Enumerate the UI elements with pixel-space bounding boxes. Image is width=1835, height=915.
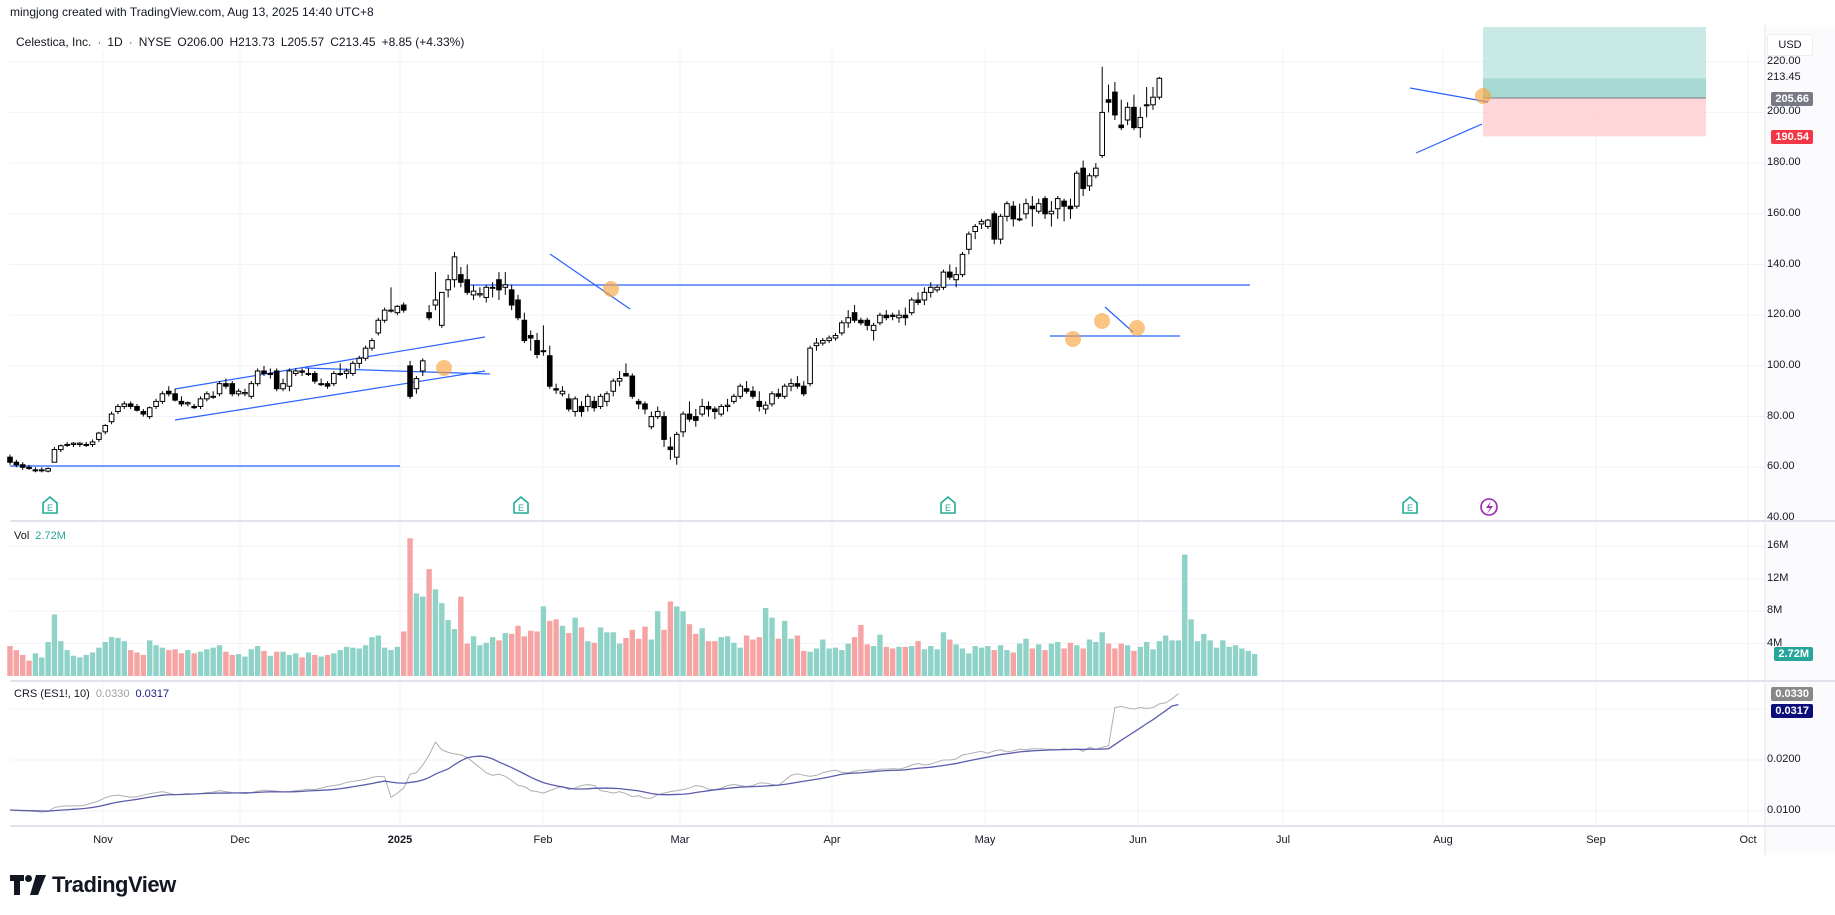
crs-tick: 0.0100	[1767, 804, 1801, 816]
time-tick: Feb	[533, 834, 553, 846]
volume-tick: 4M	[1767, 636, 1783, 649]
volume-badge: 2.72M	[1774, 647, 1813, 661]
chart-credit: mingjong created with TradingView.com, A…	[10, 5, 374, 19]
brand-name: TradingView	[52, 872, 176, 897]
tradingview-logo-icon	[10, 875, 46, 895]
exchange: NYSE	[138, 35, 172, 49]
trendline-drawings[interactable]	[10, 87, 1489, 467]
svg-text:E: E	[1407, 503, 1413, 513]
long-position-tool[interactable]	[1483, 27, 1706, 137]
crs-label: CRS (ES1!, 10)	[14, 688, 90, 700]
volume-legend[interactable]: Vol 2.72M	[14, 530, 66, 542]
time-tick: Aug	[1433, 834, 1453, 846]
price-tick: 220.00	[1767, 54, 1801, 67]
volume-tick: 16M	[1767, 539, 1789, 552]
open-value: O206.00	[177, 35, 224, 49]
crs-legend[interactable]: CRS (ES1!, 10) 0.0330 0.0317	[14, 688, 169, 700]
tradingview-logo[interactable]: TradingView	[10, 872, 176, 898]
time-tick: Mar	[670, 834, 690, 846]
volume-bars	[7, 538, 1258, 676]
close-value: C213.45	[330, 35, 376, 49]
crs-lines	[9, 693, 1179, 813]
time-tick: Nov	[93, 834, 113, 846]
change-value: +8.85 (+4.33%)	[381, 35, 465, 49]
high-value: H213.73	[229, 35, 275, 49]
price-tick: 200.00	[1767, 105, 1801, 118]
highlight-markers	[436, 88, 1491, 376]
pane-separators[interactable]	[10, 520, 1835, 827]
svg-text:E: E	[945, 503, 951, 513]
symbol-name[interactable]: Celestica, Inc.	[16, 35, 92, 49]
time-tick: Sep	[1586, 834, 1606, 846]
time-tick: Apr	[823, 834, 841, 846]
price-candles	[7, 66, 1163, 473]
price-tick: 140.00	[1767, 257, 1801, 270]
legend-separator: ·	[128, 35, 133, 49]
crs-value-badge: 0.0330	[1771, 687, 1813, 701]
price-tick: 180.00	[1767, 156, 1801, 169]
volume-value: 2.72M	[35, 530, 66, 542]
price-tick: 40.00	[1767, 511, 1795, 523]
volume-label: Vol	[14, 530, 30, 542]
volume-tick: 12M	[1767, 571, 1789, 584]
entry-price-badge: 205.66	[1771, 92, 1813, 106]
crs-value: 0.0330	[95, 688, 130, 700]
low-value: L205.57	[280, 35, 325, 49]
time-tick: May	[974, 834, 996, 846]
time-tick: 2025	[387, 834, 413, 846]
price-tick: 120.00	[1767, 308, 1801, 321]
crs-tick: 0.0200	[1767, 753, 1801, 765]
stop-price-badge: 190.54	[1771, 130, 1813, 144]
price-tick: 80.00	[1767, 409, 1795, 422]
volume-tick: 8M	[1767, 604, 1783, 617]
price-tick: 160.00	[1767, 206, 1801, 219]
price-tick: 100.00	[1767, 358, 1801, 371]
time-tick: Oct	[1739, 834, 1757, 846]
price-tick: 213.45	[1767, 71, 1801, 84]
time-tick: Jun	[1129, 834, 1147, 846]
time-tick: Dec	[230, 834, 250, 846]
symbol-legend[interactable]: Celestica, Inc. · 1D · NYSE O206.00 H213…	[10, 33, 471, 51]
currency-label[interactable]: USD	[1767, 34, 1813, 56]
time-tick: Jul	[1275, 834, 1291, 846]
interval[interactable]: 1D	[107, 35, 123, 49]
svg-text:E: E	[47, 503, 53, 513]
legend-separator: ·	[97, 35, 102, 49]
grid-lines	[10, 25, 1835, 855]
crs-ma-badge: 0.0317	[1771, 704, 1813, 718]
price-tick: 60.00	[1767, 460, 1795, 473]
svg-text:E: E	[518, 503, 524, 513]
crs-ma-value: 0.0317	[135, 688, 170, 700]
